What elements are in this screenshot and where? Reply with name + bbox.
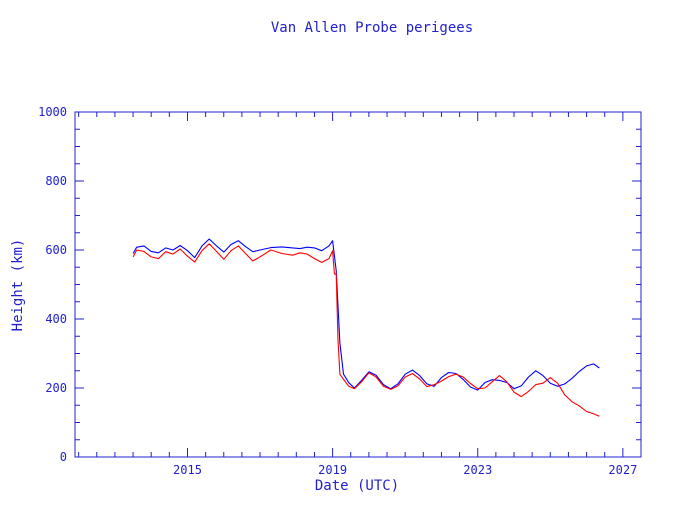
plot-frame <box>74 111 642 458</box>
x-tick-label: 2015 <box>173 463 202 477</box>
x-tick-label: 2027 <box>608 463 637 477</box>
data-series <box>132 238 600 417</box>
x-tick-label: 2023 <box>463 463 492 477</box>
chart-title: Van Allen Probe perigees <box>271 20 473 36</box>
series-line-2 <box>132 243 600 417</box>
y-tick-label: 0 <box>60 450 67 464</box>
series-line-1 <box>132 238 600 391</box>
y-axis-label: Height (km) <box>10 239 26 332</box>
y-tick-label: 400 <box>45 312 67 326</box>
axis-tick-labels: 0 200 400 600 800 1000 2015 2019 2023 2027 <box>38 105 637 477</box>
y-tick-label: 800 <box>45 174 67 188</box>
x-tick-label: 2019 <box>318 463 347 477</box>
x-axis-label: Date (UTC) <box>315 478 399 494</box>
y-tick-label: 1000 <box>38 105 67 119</box>
y-tick-label: 600 <box>45 243 67 257</box>
axis-ticks <box>75 111 642 458</box>
y-tick-label: 200 <box>45 381 67 395</box>
